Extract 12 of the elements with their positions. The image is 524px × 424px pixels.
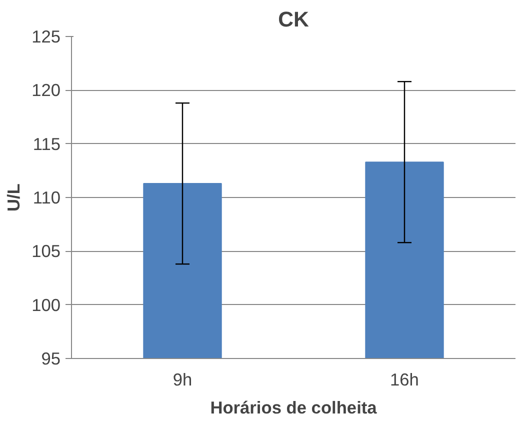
- x-axis-title: Horários de colheita: [210, 398, 378, 418]
- x-tick-label: 9h: [172, 370, 192, 390]
- y-tick-label: 125: [32, 26, 61, 46]
- y-tick-label: 95: [41, 348, 61, 368]
- y-tick-label: 115: [32, 134, 61, 154]
- y-tick-label: 110: [32, 188, 61, 208]
- y-axis-title: U/L: [4, 183, 24, 212]
- x-tick-label: 16h: [390, 370, 419, 390]
- y-tick-label: 105: [32, 241, 61, 262]
- y-tick-label: 100: [32, 294, 61, 315]
- chart-title: CK: [278, 8, 310, 32]
- y-tick-label: 120: [32, 80, 61, 100]
